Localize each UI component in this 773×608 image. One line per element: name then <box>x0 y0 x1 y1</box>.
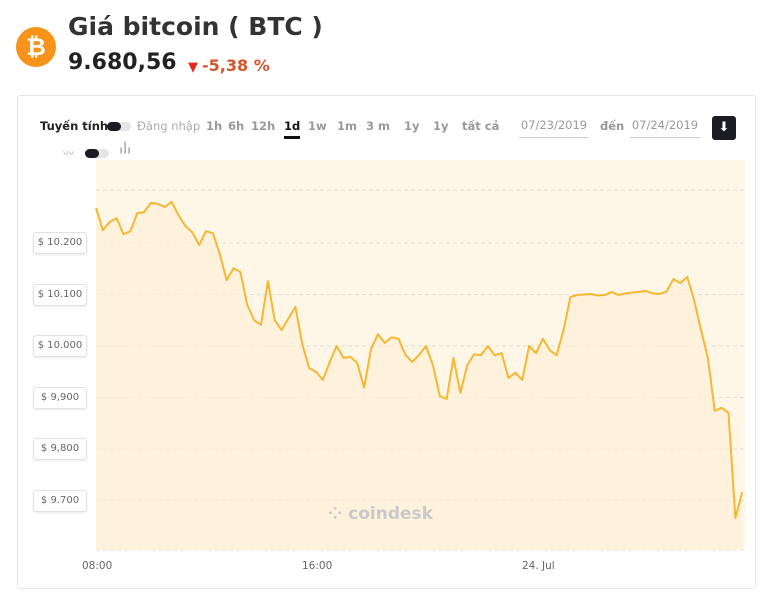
range-3m[interactable]: 3 m <box>366 119 390 133</box>
login-link[interactable]: Đăng nhập <box>137 119 201 133</box>
y-tick-label: $ 9,900 <box>33 386 87 409</box>
current-price: 9.680,56 <box>68 50 177 75</box>
date-from-input[interactable]: 07/23/2019 <box>519 113 589 138</box>
scale-label: Tuyến tính <box>40 119 109 133</box>
date-to-input[interactable]: 07/24/2019 <box>630 113 700 138</box>
range-6h[interactable]: 6h <box>228 119 245 133</box>
y-tick-label: $ 10.000 <box>33 335 87 357</box>
range-1w[interactable]: 1w <box>308 119 327 133</box>
x-tick-label: 16:00 <box>302 560 333 572</box>
range-1m[interactable]: 1m <box>337 119 357 133</box>
scale-toggle[interactable] <box>107 122 131 131</box>
bitcoin-icon: ₿ <box>16 27 56 67</box>
page-title: Giá bitcoin ( BTC ) <box>68 12 323 41</box>
price-change: ▼ -5,38 % <box>188 56 270 75</box>
range-1y-2[interactable]: 1y <box>433 119 449 133</box>
x-tick-label: 08:00 <box>82 560 113 572</box>
y-tick-label: $ 9.700 <box>33 489 87 512</box>
line-chart-icon: 〰 <box>63 147 74 160</box>
range-1d[interactable]: 1d <box>284 119 301 139</box>
download-button[interactable]: ⬇ <box>712 116 736 140</box>
coindesk-watermark: ⁘ coindesk <box>328 504 433 524</box>
range-1y[interactable]: 1y <box>404 119 420 133</box>
y-tick-label: $ 9,800 <box>33 438 87 460</box>
y-tick-label: $ 10.100 <box>33 283 87 306</box>
range-all[interactable]: tất cả <box>462 119 500 133</box>
coindesk-logo-icon: ⁘ <box>328 504 349 524</box>
y-tick-label: $ 10.200 <box>33 232 87 254</box>
down-arrow-icon: ▼ <box>188 60 198 75</box>
chart-card <box>17 95 756 589</box>
range-1h[interactable]: 1h <box>206 119 223 133</box>
change-percent: -5,38 % <box>202 56 270 75</box>
chart-type-toggle[interactable] <box>85 149 109 158</box>
price-area <box>96 201 743 551</box>
candlestick-icon: ╻┃╻ <box>118 143 132 154</box>
to-label: đến <box>600 119 625 133</box>
range-12h[interactable]: 12h <box>251 119 276 133</box>
x-tick-label: 24. Jul <box>522 560 555 572</box>
price-line <box>95 200 744 520</box>
download-icon: ⬇ <box>718 120 730 135</box>
